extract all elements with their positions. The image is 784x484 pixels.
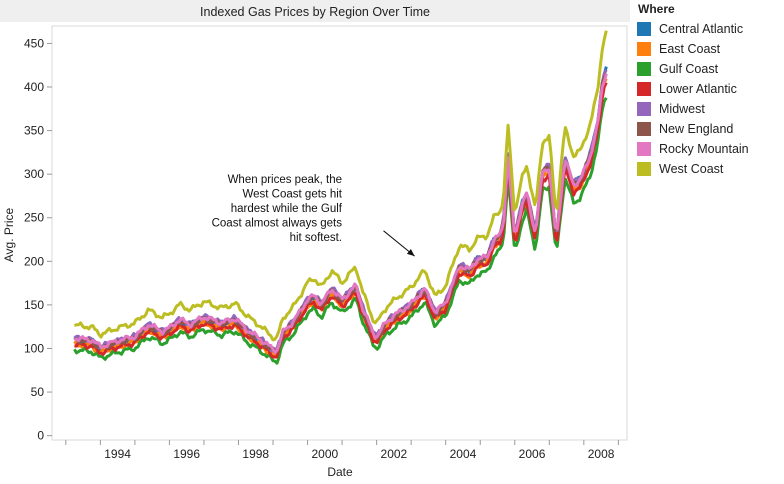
legend-swatch [637,102,651,116]
legend-label: New England [659,122,734,136]
x-tick-label: 2004 [450,447,477,461]
legend-label: Rocky Mountain [659,142,749,156]
legend-item[interactable]: Rocky Mountain [637,139,782,159]
legend-item[interactable]: Lower Atlantic [637,79,782,99]
legend-swatch [637,162,651,176]
x-axis: 1994 1996 1998 2000 2002 2004 2006 2008 [65,440,619,461]
legend-item[interactable]: West Coast [637,159,782,179]
legend-label: Central Atlantic [659,22,744,36]
annotation: When prices peak, the West Coast gets hit… [212,174,415,257]
y-tick-label: 150 [24,298,44,312]
legend-swatch [637,122,651,136]
y-axis: 0 50 100 150 200 250 300 350 400 450 [24,36,52,443]
legend-label: Midwest [659,102,705,116]
legend-swatch [637,42,651,56]
x-tick-label: 2000 [311,447,338,461]
x-tick-label: 1994 [104,447,131,461]
legend-swatch [637,62,651,76]
y-tick-label: 0 [37,429,44,443]
x-tick-label: 2006 [519,447,546,461]
x-tick-label: 2002 [381,447,408,461]
y-tick-label: 250 [24,211,44,225]
series-line-lower-atlantic [74,82,608,359]
x-tick-label: 1998 [242,447,269,461]
annotation-line: Coast almost always gets [212,218,343,230]
annotation-line: hit softest. [290,232,342,244]
legend-label: Gulf Coast [659,62,719,76]
legend: Where Central Atlantic East Coast Gulf Coa… [637,2,782,179]
legend-item[interactable]: Gulf Coast [637,59,782,79]
legend-label: West Coast [659,162,724,176]
annotation-line: West Coast gets hit [243,189,343,201]
x-axis-label: Date [327,465,353,479]
y-tick-label: 100 [24,341,44,355]
annotation-arrowhead [406,249,415,257]
legend-swatch [637,22,651,36]
y-tick-label: 450 [24,36,44,50]
series-line-west-coast [73,30,608,342]
plot-frame [51,25,628,441]
y-tick-label: 200 [24,254,44,268]
chart-title: Indexed Gas Prices by Region Over Time [200,5,430,19]
y-tick-label: 350 [24,124,44,138]
annotation-line: hardest while the Gulf [231,203,343,215]
legend-title: Where [638,2,675,16]
series-line-rocky-mountain [73,73,608,355]
legend-item[interactable]: New England [637,119,782,139]
y-tick-label: 300 [24,167,44,181]
legend-swatch [637,82,651,96]
legend-item[interactable]: Midwest [637,99,782,119]
legend-swatch [637,142,651,156]
legend-items: Central Atlantic East Coast Gulf Coast Lowe… [637,19,782,179]
legend-label: East Coast [659,42,721,56]
x-tick-label: 2008 [588,447,615,461]
title-bar [0,0,630,22]
y-tick-label: 400 [24,80,44,94]
series-line-gulf-coast [73,96,608,365]
y-axis-label: Avg. Price [2,207,16,262]
series-lines [73,30,608,365]
legend-label: Lower Atlantic [659,82,737,96]
x-tick-label: 1996 [173,447,200,461]
y-tick-label: 50 [31,385,45,399]
legend-item[interactable]: East Coast [637,39,782,59]
legend-item[interactable]: Central Atlantic [637,19,782,39]
annotation-line: When prices peak, the [228,174,342,186]
